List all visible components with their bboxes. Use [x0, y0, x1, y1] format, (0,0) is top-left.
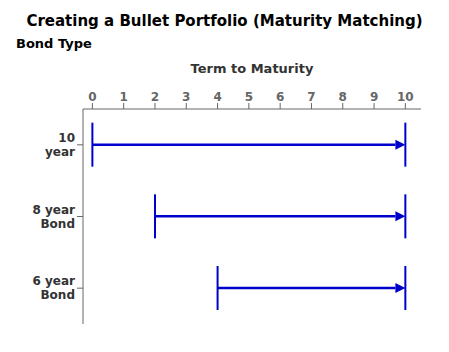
svg-text:9: 9: [370, 90, 378, 104]
svg-text:Term to Maturity: Term to Maturity: [191, 61, 314, 76]
svg-text:4: 4: [213, 90, 221, 104]
svg-text:2: 2: [151, 90, 159, 104]
svg-text:8: 8: [339, 90, 347, 104]
html-text:Bond Type: Bond Type: [16, 36, 92, 51]
svg-text:10: 10: [397, 90, 414, 104]
svg-text:5: 5: [245, 90, 253, 104]
svg-text:0: 0: [88, 90, 96, 104]
svg-text:6: 6: [276, 90, 284, 104]
svg-text:8 yearBond: 8 yearBond: [32, 203, 75, 231]
svg-text:7: 7: [307, 90, 315, 104]
svg-text:3: 3: [182, 90, 190, 104]
svg-text:1: 1: [120, 90, 128, 104]
html-text:Creating a Bullet Portfolio (M: Creating a Bullet Portfolio (Maturity Ma…: [26, 12, 423, 30]
svg-text:6 yearBond: 6 yearBond: [32, 274, 75, 302]
svg-text:10year: 10year: [45, 131, 75, 159]
